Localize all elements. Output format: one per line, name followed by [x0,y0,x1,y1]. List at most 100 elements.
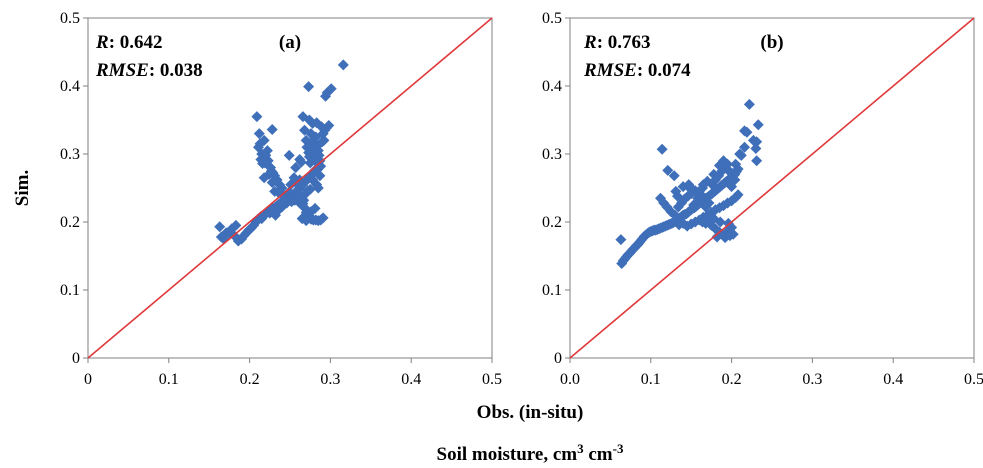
data-point [735,149,747,161]
rmse-value: : 0.074 [637,60,691,81]
y-tick-label: 0.2 [542,214,562,231]
caption-prefix: Soil moisture, cm [437,444,578,465]
data-point [697,179,709,191]
r-label: R [583,32,597,53]
rmse-statistic: RMSE: 0.038 [95,60,203,81]
data-point [317,212,329,224]
y-tick-label: 0.5 [542,10,562,27]
rmse-label: RMSE [95,60,149,81]
scatter-panel-b: 0 0.1 0.2 0.3 0.4 0.5 0.0 0.1 0.2 0.3 0.4 0.5 R: 0.7… [542,10,983,388]
x-tick-label: 0.4 [401,371,421,388]
x-tick-label: 0.2 [722,371,742,388]
data-point [325,83,337,95]
scatter-panel-a: 0 0.1 0.2 0.3 0.4 0.5 0 0.1 0.2 0.3 0.4 0.5 R: 0.642… [60,10,502,388]
data-point [259,157,271,169]
data-point [697,216,709,228]
caption-mid: cm [584,444,613,465]
y-tick-label: 0.5 [60,10,80,27]
x-tick-label: 0.3 [320,371,340,388]
y-tick-label: 0.4 [542,78,562,95]
data-point [309,202,321,214]
data-point [303,81,315,93]
data-point [662,164,674,176]
y-tick-label: 0.3 [60,146,80,163]
y-tick-label: 0 [72,350,80,367]
data-point [668,170,680,182]
data-point [230,219,242,231]
data-point [615,234,627,246]
data-point [323,119,335,131]
panel-label: (a) [279,32,301,53]
data-point [290,162,302,174]
data-point [304,183,316,195]
r-statistic: R: 0.642 [95,32,163,53]
x-axis-title: Obs. (in-situ) [477,402,584,423]
rmse-statistic: RMSE: 0.074 [583,60,691,81]
data-point [730,166,742,178]
data-point [739,141,751,153]
rmse-label: RMSE [583,60,637,81]
data-point [695,189,707,201]
data-point [708,168,720,180]
data-point [266,177,278,189]
data-point [266,124,278,136]
y-tick-label: 0 [554,350,562,367]
data-point [732,189,744,201]
data-point [256,213,268,225]
caption-exponent-2: -3 [613,441,624,456]
data-point [671,190,683,202]
y-tick-label: 0.2 [60,214,80,231]
data-point [251,111,263,123]
data-point [300,215,312,227]
data-point [214,221,226,233]
x-tick-label: 0.1 [641,371,661,388]
data-point [750,143,762,155]
x-tick-label: 0.4 [883,371,903,388]
data-point [261,145,273,157]
data-point [711,231,723,243]
y-tick-label: 0.1 [60,282,80,299]
data-point [669,209,681,221]
x-tick-label: 0 [84,371,92,388]
data-point [295,156,307,168]
plot-area-frame [87,17,493,359]
y-tick-label: 0.1 [542,282,562,299]
y-tick-label: 0.4 [60,78,80,95]
data-point [283,186,295,198]
x-tick-label: 0.5 [964,371,983,388]
data-point [337,59,349,71]
data-point [258,172,270,184]
plot-area-frame [569,17,975,359]
data-point [747,134,759,146]
x-tick-label: 0.0 [560,371,580,388]
data-point [751,155,763,167]
data-point [283,149,295,161]
data-point [248,219,260,231]
r-value: : 0.763 [597,32,651,53]
panel-label: (b) [760,32,783,53]
x-tick-label: 0.1 [159,371,179,388]
one-to-one-line [87,17,493,359]
one-to-one-line [569,17,975,359]
scatter-panels: 00.10.20.30.40.50 0.1 0.2 0.3 0.4 0.5R: 0.642… [60,10,983,388]
x-tick-label: 0.5 [482,371,502,388]
data-point [722,158,734,170]
caption-exponent-1: 3 [577,441,584,456]
r-label: R [95,32,109,53]
data-point [258,134,270,146]
data-point [656,143,668,155]
data-point [727,228,739,240]
r-value: : 0.642 [109,32,163,53]
data-point [752,119,764,131]
data-point [685,182,697,194]
data-point [703,197,715,209]
x-tick-label: 0.2 [240,371,260,388]
data-point [252,141,264,153]
rmse-value: : 0.038 [149,60,203,81]
figure-caption: Soil moisture, cm3 cm-3 [437,441,624,466]
data-point [304,157,316,169]
y-tick-label: 0.3 [542,146,562,163]
data-point [312,182,324,194]
data-point [273,204,285,216]
